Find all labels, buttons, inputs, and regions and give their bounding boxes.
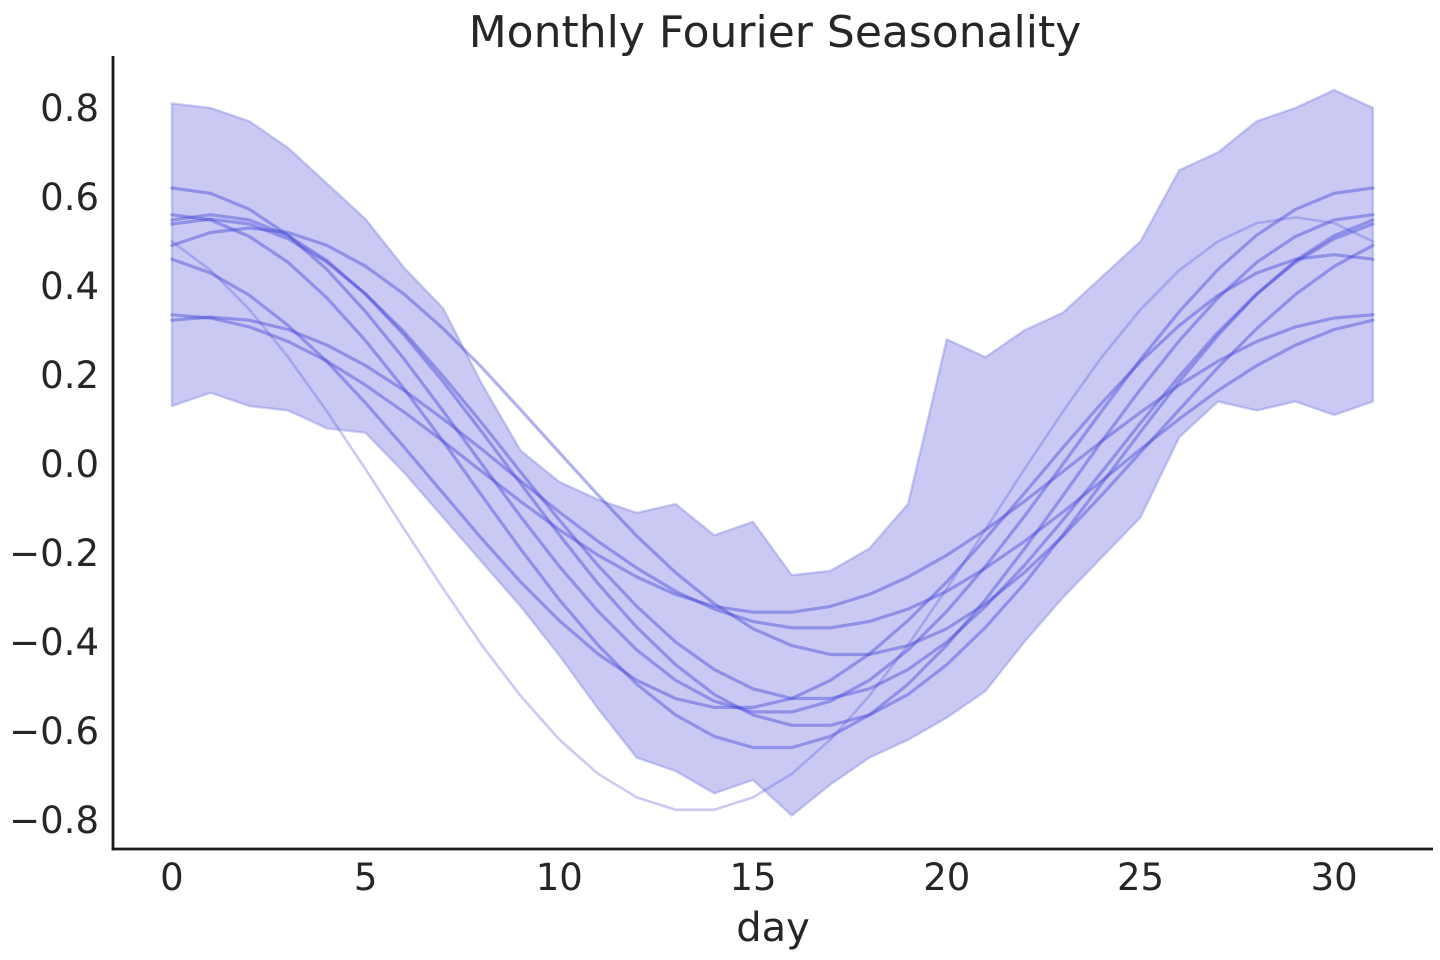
x-tick-label: 5 — [354, 856, 378, 899]
uncertainty-band — [170, 88, 1375, 817]
y-tick-label: −0.2 — [9, 532, 99, 575]
y-tick-label: 0.0 — [40, 443, 99, 486]
sample-6-line — [170, 313, 1375, 614]
x-tick-label: 30 — [1311, 856, 1358, 899]
x-tick-label: 25 — [1117, 856, 1164, 899]
sample-5-line — [170, 226, 1375, 657]
x-tick-label: 15 — [729, 856, 776, 899]
y-tick-label: 0.4 — [40, 265, 99, 308]
sample-7-line — [170, 315, 1375, 630]
x-tick-label: 20 — [923, 856, 970, 899]
uncertainty-band-group — [170, 88, 1375, 817]
x-tick-label: 10 — [536, 856, 583, 899]
sample-4-line — [170, 217, 1375, 701]
x-axis-label: day — [736, 905, 810, 951]
sample-3-line — [170, 213, 1375, 750]
y-tick-label: 0.8 — [40, 87, 99, 130]
x-tick-label: 0 — [160, 856, 184, 899]
sample-9-light-line — [170, 216, 1375, 812]
y-tick-label: 0.2 — [40, 354, 99, 397]
y-tick-label: −0.4 — [9, 621, 99, 664]
sample-2-line — [170, 213, 1375, 727]
sample-1-line — [170, 186, 1375, 714]
sample-8-line — [170, 253, 1375, 710]
x-axis-tick-labels: 0 5 10 15 20 25 30 — [160, 856, 1358, 899]
y-tick-label: 0.6 — [40, 176, 99, 219]
chart-title: Monthly Fourier Seasonality — [469, 7, 1082, 58]
y-tick-label: −0.6 — [9, 710, 99, 753]
y-tick-label: −0.8 — [9, 799, 99, 842]
sample-lines-group — [170, 186, 1375, 812]
y-axis-tick-labels: 0.8 0.6 0.4 0.2 0.0 −0.2 −0.4 −0.6 −0.8 — [9, 87, 99, 842]
